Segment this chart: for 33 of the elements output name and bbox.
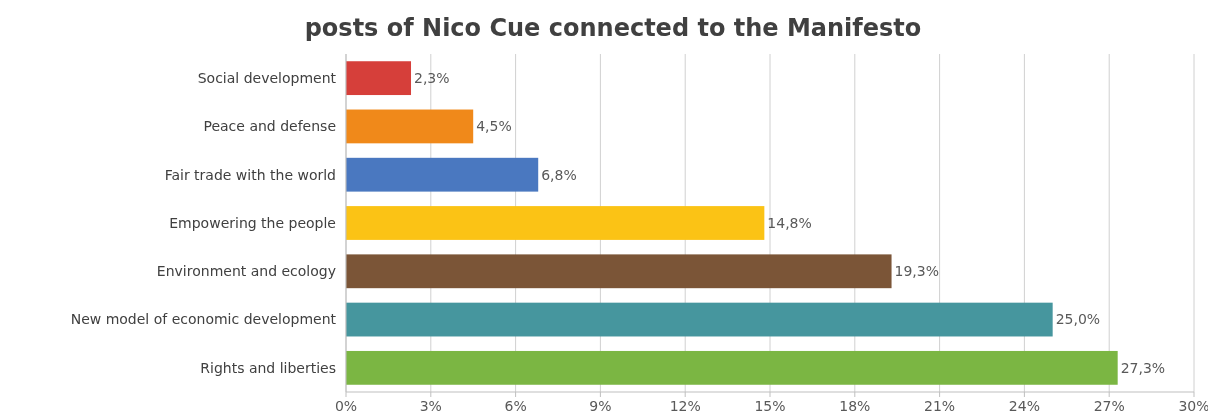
x-tick-label: 6% [504, 398, 527, 414]
bar [346, 109, 474, 144]
data-label: 27,3% [1120, 359, 1166, 376]
x-tick-label: 9% [589, 398, 612, 414]
bar [346, 61, 412, 96]
y-tick-label: Peace and defense [203, 118, 336, 135]
x-tick-label: 24% [1008, 398, 1040, 414]
x-tick-label: 0% [334, 398, 358, 414]
data-label: 19,3% [894, 263, 940, 280]
data-label: 4,5% [476, 118, 512, 135]
data-label: 6,8% [541, 166, 577, 183]
y-tick-label: New model of economic development [70, 311, 337, 328]
x-tick-label: 12% [669, 398, 701, 414]
data-label: 25,0% [1055, 311, 1101, 328]
bar [346, 302, 1053, 337]
bar [346, 157, 539, 192]
y-tick-label: Social development [197, 70, 337, 87]
x-tick-label: 27% [1093, 398, 1125, 414]
x-tick-label: 18% [839, 398, 871, 414]
y-tick-label: Fair trade with the world [164, 166, 336, 183]
x-tick-label: 3% [419, 398, 442, 414]
y-tick-label: Rights and liberties [200, 359, 336, 376]
y-tick-label: Environment and ecology [156, 263, 336, 280]
y-tick-label: Empowering the people [169, 214, 336, 231]
x-tick-label: 21% [924, 398, 956, 414]
data-label: 2,3% [414, 70, 450, 87]
bar [346, 254, 892, 289]
bar [346, 350, 1118, 385]
x-tick-label: 15% [754, 398, 786, 414]
bar [346, 206, 765, 240]
chart-title: posts of Nico Cue connected to the Manifesto [304, 14, 922, 42]
data-label: 14,8% [767, 214, 812, 231]
x-tick-label: 30% [1178, 398, 1210, 414]
